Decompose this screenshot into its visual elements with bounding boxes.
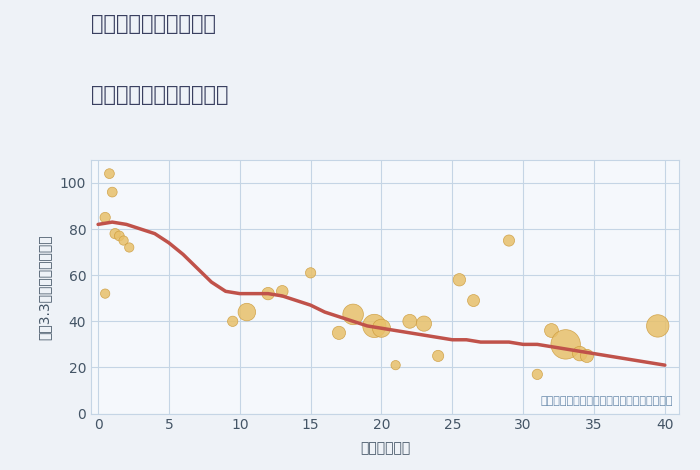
Point <box>404 318 415 325</box>
Point <box>333 329 344 337</box>
Point <box>106 188 118 196</box>
Point <box>347 311 358 318</box>
Point <box>468 297 480 304</box>
Point <box>113 232 125 240</box>
Point <box>532 371 543 378</box>
Point <box>546 327 557 334</box>
Text: 築年数別中古戸建て価格: 築年数別中古戸建て価格 <box>91 85 228 105</box>
Point <box>376 324 387 332</box>
Point <box>433 352 444 360</box>
Point <box>241 308 253 316</box>
Point <box>305 269 316 277</box>
Point <box>262 290 274 298</box>
Point <box>227 318 238 325</box>
Point <box>369 322 380 329</box>
Point <box>390 361 401 369</box>
Point <box>503 237 514 244</box>
Point <box>560 341 571 348</box>
Point <box>581 352 592 360</box>
Point <box>104 170 115 177</box>
Point <box>419 320 430 328</box>
Point <box>99 214 111 221</box>
Point <box>276 288 288 295</box>
Point <box>118 237 130 244</box>
Point <box>99 290 111 298</box>
Y-axis label: 坪（3.3㎡）単価（万円）: 坪（3.3㎡）単価（万円） <box>37 234 51 339</box>
X-axis label: 築年数（年）: 築年数（年） <box>360 441 410 455</box>
Point <box>652 322 664 329</box>
Point <box>454 276 465 283</box>
Text: 兵庫県姫路市材木町の: 兵庫県姫路市材木町の <box>91 14 216 34</box>
Point <box>124 244 135 251</box>
Point <box>109 230 120 237</box>
Text: 円の大きさは、取引のあった物件面積を示す: 円の大きさは、取引のあった物件面積を示す <box>540 396 673 406</box>
Point <box>574 350 585 357</box>
